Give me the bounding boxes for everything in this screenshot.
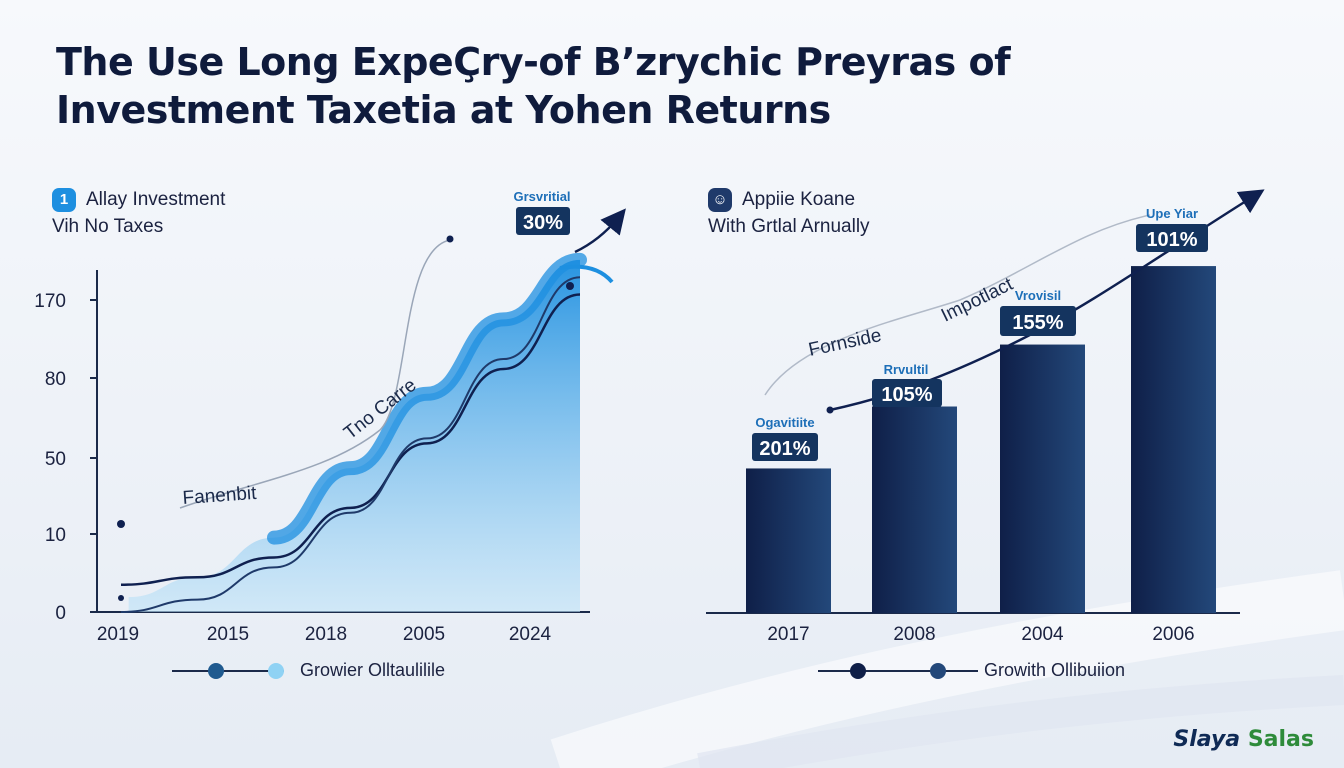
left-y-tick-label: 80 (45, 369, 66, 390)
legend-series-marker (172, 661, 284, 681)
title-line-1: The Use Long ExpeÇry-of B’zrychic Preyra… (56, 40, 1011, 84)
left-x-tick-label: 2024 (509, 624, 552, 645)
info-badge-icon: 1 (52, 187, 76, 212)
person-badge-icon: ☺ (708, 187, 732, 212)
left-x-tick-label: 2005 (403, 624, 445, 645)
legend-series-marker (818, 661, 978, 681)
right-callout-value: 155% (1012, 312, 1063, 334)
left-panel-header: 1 Allay Investment Vih No Taxes (52, 186, 225, 240)
brand-part-1: Slaya (1173, 727, 1241, 752)
right-callout-box (872, 379, 942, 407)
left-area-fill (128, 259, 580, 612)
left-legend: Growier Olltaulilile (172, 660, 445, 681)
left-y-tick-label: 10 (45, 525, 66, 546)
bar-2004 (1000, 344, 1085, 613)
left-x-tick-label: 2019 (97, 624, 139, 645)
left-highlight-band (267, 252, 587, 545)
right-legend: Growith Ollibuiion (818, 660, 1125, 681)
left-trend-arrow (574, 208, 626, 254)
left-handnote-1: Fanenbit (182, 483, 258, 509)
right-callout-box (1000, 306, 1076, 336)
left-legend-label: Growier Olltaulilile (300, 660, 446, 680)
right-subtitle-line-1: Appiie Koane (742, 189, 856, 210)
right-callout-box (752, 433, 818, 461)
bar-2017 (746, 468, 831, 613)
right-trend-start-dot (826, 406, 834, 414)
chart-title: The Use Long ExpeÇry-of B’zrychic Preyra… (56, 38, 1056, 134)
right-callout-value: 105% (881, 384, 932, 406)
right-x-tick-label: 2008 (893, 624, 935, 645)
left-y-tick-label: 50 (45, 449, 66, 470)
title-line-2: Investment Taxetia at Yohen Returns (56, 88, 831, 132)
right-callout-value: 201% (759, 438, 810, 460)
right-thin-connector (764, 214, 1151, 396)
right-callout-label: Ogavitiite (755, 415, 814, 430)
left-thin-connector (179, 239, 451, 509)
left-end-dot (566, 282, 574, 290)
right-callout-value: 101% (1146, 229, 1197, 251)
right-x-tick-label: 2006 (1152, 624, 1194, 645)
left-swoosh-curve (559, 264, 614, 284)
left-callout-label: Grsvritial (513, 189, 570, 204)
left-start-dot (117, 520, 125, 528)
right-callout-label: Vrovisil (1015, 288, 1061, 303)
bar-2006 (1131, 266, 1216, 613)
left-x-tick-label: 2015 (207, 624, 249, 645)
right-x-tick-label: 2004 (1021, 624, 1064, 645)
brand-part-2: Salas (1247, 727, 1314, 752)
background-swoosh (697, 675, 1344, 768)
right-handnote-1: Fornside (807, 325, 884, 361)
left-connector-dot (446, 235, 454, 243)
right-callout-label: Upe Yiar (1146, 206, 1198, 221)
brand-logo: Slaya Salas (1173, 727, 1314, 752)
right-callout-label: Rrvultil (884, 362, 929, 377)
left-y-tick-label: 0 (55, 603, 66, 624)
right-legend-label: Growith Ollibuiion (984, 660, 1126, 680)
right-callout-box (1136, 224, 1208, 252)
left-series-line-2 (120, 276, 581, 613)
left-start-dot (118, 595, 124, 601)
bar-2008 (872, 406, 957, 613)
left-series-line-1 (120, 293, 581, 586)
left-callout-box (516, 207, 570, 235)
left-subtitle-line-2: Vih No Taxes (52, 216, 164, 237)
left-y-tick-label: 170 (34, 291, 66, 312)
right-subtitle-line-2: With Grtlal Arnually (708, 216, 870, 237)
left-x-tick-label: 2018 (305, 624, 347, 645)
right-panel-header: ☺ Appiie Koane With Grtlal Arnually (708, 186, 870, 240)
left-subtitle-line-1: Allay Investment (86, 189, 226, 210)
right-x-tick-label: 2017 (767, 624, 809, 645)
left-callout-value: 30% (523, 212, 563, 234)
